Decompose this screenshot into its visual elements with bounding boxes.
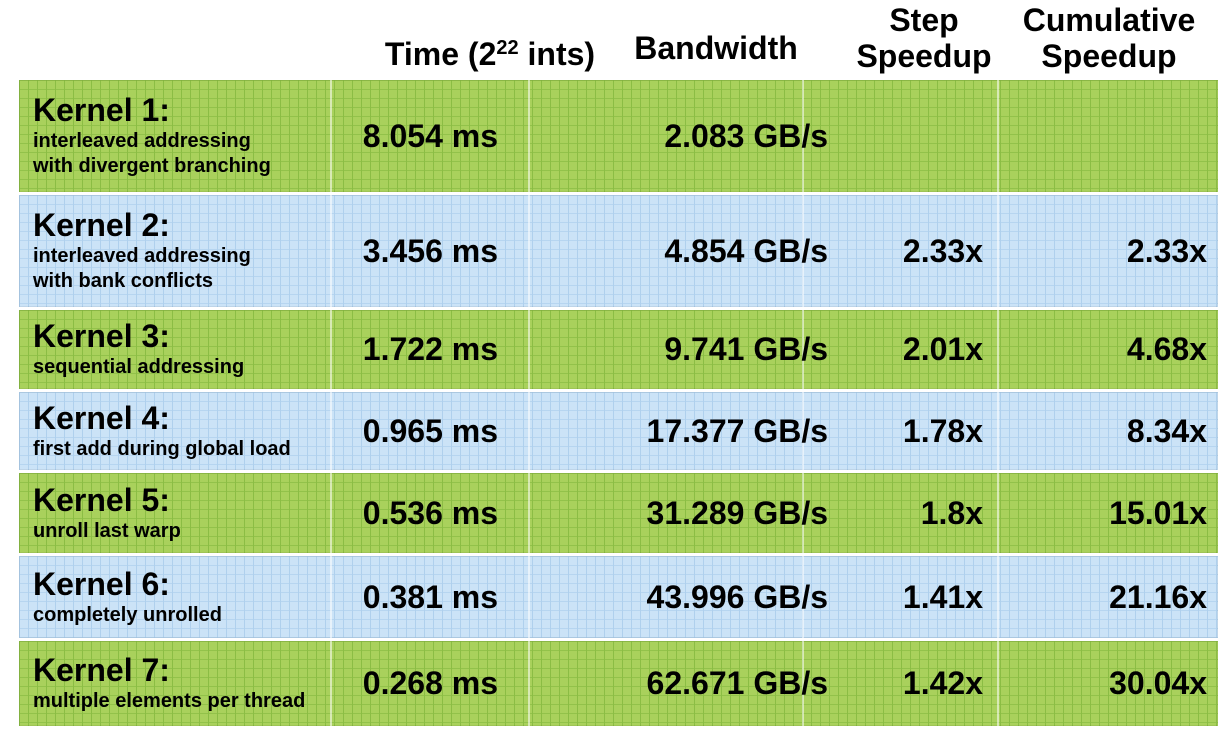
column-header-bandwidth: Bandwidth [634,30,798,66]
kernel-results-table: Kernel 1: interleaved addressing with di… [19,80,1218,729]
kernel-label: Kernel 1: interleaved addressing with di… [19,93,330,179]
time-value: 0.536 ms [362,494,498,531]
kernel-title: Kernel 5: [33,481,170,518]
kernel-title: Kernel 6: [33,565,170,602]
step-speedup-value: 1.8x [920,494,983,531]
column-header-time: Time (222 ints) [385,30,595,72]
table-row-kernel-5: Kernel 5: unroll last warp 0.536 ms 31.2… [19,473,1218,553]
cumulative-speedup-value: 30.04x [1109,665,1207,701]
kernel-subtitle: multiple elements per thread [33,690,306,712]
kernel-title: Kernel 3: [33,318,170,354]
time-header-suffix: ints) [518,36,596,72]
table-row-kernel-4: Kernel 4: first add during global load 0… [19,392,1218,470]
kernel-title: Kernel 4: [33,399,170,436]
step-speedup-value: 1.78x [902,412,983,449]
kernel-subtitle: interleaved addressing with bank conflic… [33,245,251,292]
column-header-step-speedup: Step Speedup [856,2,992,74]
column-divider [997,80,999,192]
step-speedup-value: 2.33x [902,232,983,269]
time-header-exponent: 22 [496,37,519,59]
kernel-label: Kernel 6: completely unrolled [19,567,330,628]
cumulative-speedup-value: 8.34x [1126,412,1207,449]
bandwidth-value: 43.996 GB/s [646,578,828,615]
kernel-title: Kernel 2: [33,207,170,243]
bandwidth-value: 17.377 GB/s [646,412,828,449]
time-value: 0.381 ms [362,578,498,615]
kernel-label: Kernel 3: sequential addressing [19,319,330,380]
bandwidth-value: 2.083 GB/s [664,117,828,154]
step-speedup-value: 2.01x [902,331,983,367]
kernel-subtitle: first add during global load [33,437,291,460]
cumulative-speedup-value: 15.01x [1109,494,1207,531]
time-value: 0.268 ms [362,665,498,701]
table-row-kernel-6: Kernel 6: completely unrolled 0.381 ms 4… [19,556,1218,638]
step-speedup-value: 1.41x [902,578,983,615]
table-row-kernel-7: Kernel 7: multiple elements per thread 0… [19,641,1218,726]
step-speedup-value: 1.42x [902,665,983,701]
bandwidth-value: 4.854 GB/s [664,232,828,269]
bandwidth-value: 31.289 GB/s [646,494,828,531]
kernel-label: Kernel 5: unroll last warp [19,483,330,544]
kernel-label: Kernel 2: interleaved addressing with ba… [19,208,330,294]
kernel-title: Kernel 7: [33,652,170,688]
time-value: 8.054 ms [362,117,498,154]
kernel-label: Kernel 4: first add during global load [19,401,330,462]
kernel-subtitle: completely unrolled [33,603,222,626]
bandwidth-value: 9.741 GB/s [664,331,828,367]
cumulative-speedup-value: 2.33x [1126,232,1207,269]
time-header-prefix: Time (2 [384,36,497,72]
cumulative-speedup-value: 21.16x [1109,578,1207,615]
column-header-cumulative-speedup: Cumulative Speedup [1022,2,1196,74]
column-header-row: Time (222 ints) Bandwidth Step Speedup C… [0,0,1223,79]
kernel-subtitle: interleaved addressing with divergent br… [33,130,271,177]
kernel-subtitle: sequential addressing [33,356,245,378]
kernel-label: Kernel 7: multiple elements per thread [19,653,330,714]
time-value: 1.722 ms [362,331,498,367]
bandwidth-value: 62.671 GB/s [646,665,828,701]
table-row-kernel-1: Kernel 1: interleaved addressing with di… [19,80,1218,192]
kernel-title: Kernel 1: [33,92,170,128]
table-row-kernel-2: Kernel 2: interleaved addressing with ba… [19,195,1218,307]
time-value: 3.456 ms [362,232,498,269]
time-value: 0.965 ms [362,412,498,449]
kernel-subtitle: unroll last warp [33,519,181,542]
table-row-kernel-3: Kernel 3: sequential addressing 1.722 ms… [19,310,1218,389]
cumulative-speedup-value: 4.68x [1126,331,1207,367]
